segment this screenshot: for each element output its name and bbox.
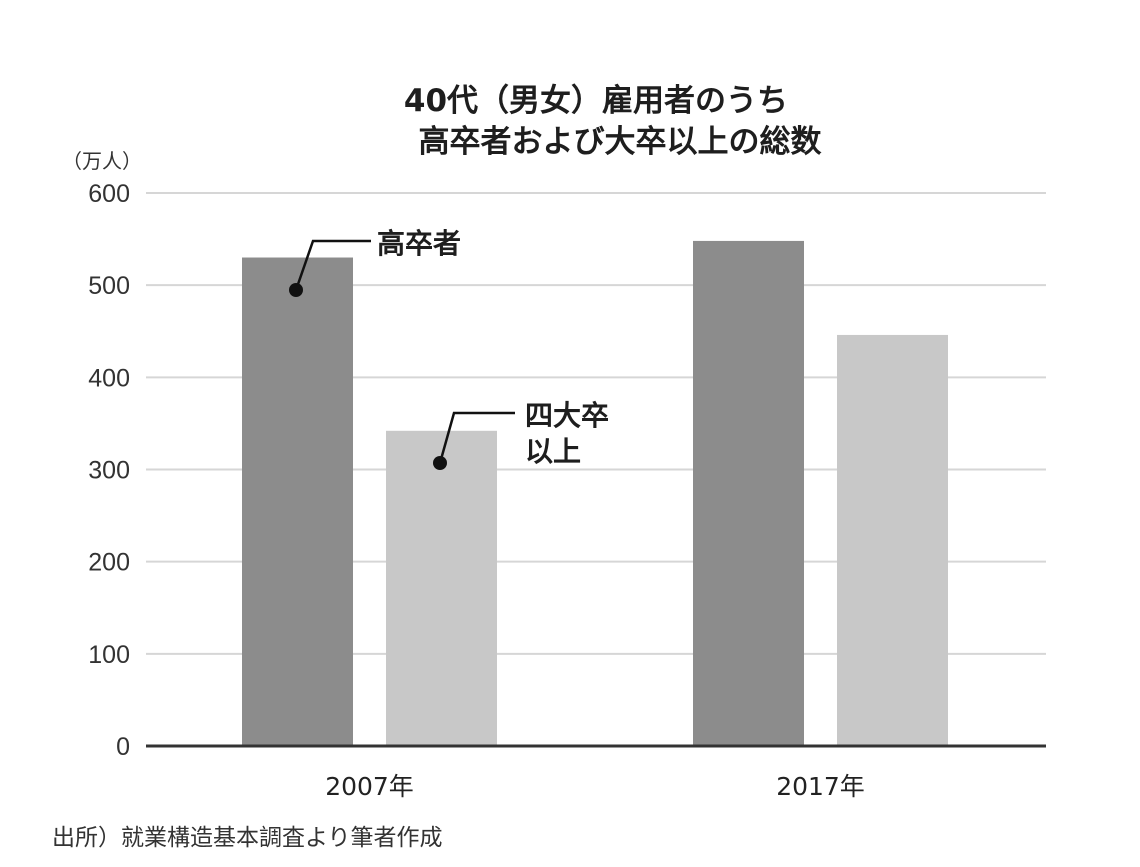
bar-2007年-四大卒以上 (386, 430, 497, 746)
y-tick-label-0: 0 (116, 733, 130, 761)
y-tick-label-500: 500 (88, 272, 130, 300)
y-tick-label-100: 100 (88, 641, 130, 669)
chart-title: 40代（男女）雇用者のうち 高卒者および大卒以上の総数 (404, 83, 822, 160)
y-axis-unit-label: （万人） (62, 149, 142, 173)
bar-2007年-高卒者 (242, 257, 353, 746)
x-axis-category-labels: 2007年 2017年 (325, 772, 865, 801)
callout-line-series-1 (438, 411, 515, 464)
chart-title-line-1: 40代（男女）雇用者のうち (404, 83, 788, 119)
x-category-label-1: 2017年 (776, 772, 865, 801)
callout-label-series-1-line-1: 以上 (525, 435, 581, 468)
y-tick-label-600: 600 (88, 180, 130, 208)
y-axis-tick-labels: 0 100 200 300 400 500 600 (88, 180, 130, 761)
source-note: 出所）就業構造基本調査より筆者作成 (52, 825, 443, 851)
y-tick-label-200: 200 (88, 549, 130, 577)
bar-2017年-高卒者 (693, 240, 804, 746)
y-tick-label-300: 300 (88, 457, 130, 485)
callout-label-series-1-line-0: 四大卒 (525, 399, 609, 432)
chart-title-line-2: 高卒者および大卒以上の総数 (419, 124, 822, 160)
y-tick-label-400: 400 (88, 364, 130, 392)
bar-2017年-四大卒以上 (837, 334, 948, 746)
bars (242, 240, 948, 746)
bar-chart: 40代（男女）雇用者のうち 高卒者および大卒以上の総数 （万人） 0 100 200… (62, 83, 1046, 801)
callout-label-series-0: 高卒者 (377, 227, 461, 260)
callout-line-series-0 (294, 239, 371, 291)
x-category-label-0: 2007年 (325, 772, 414, 801)
